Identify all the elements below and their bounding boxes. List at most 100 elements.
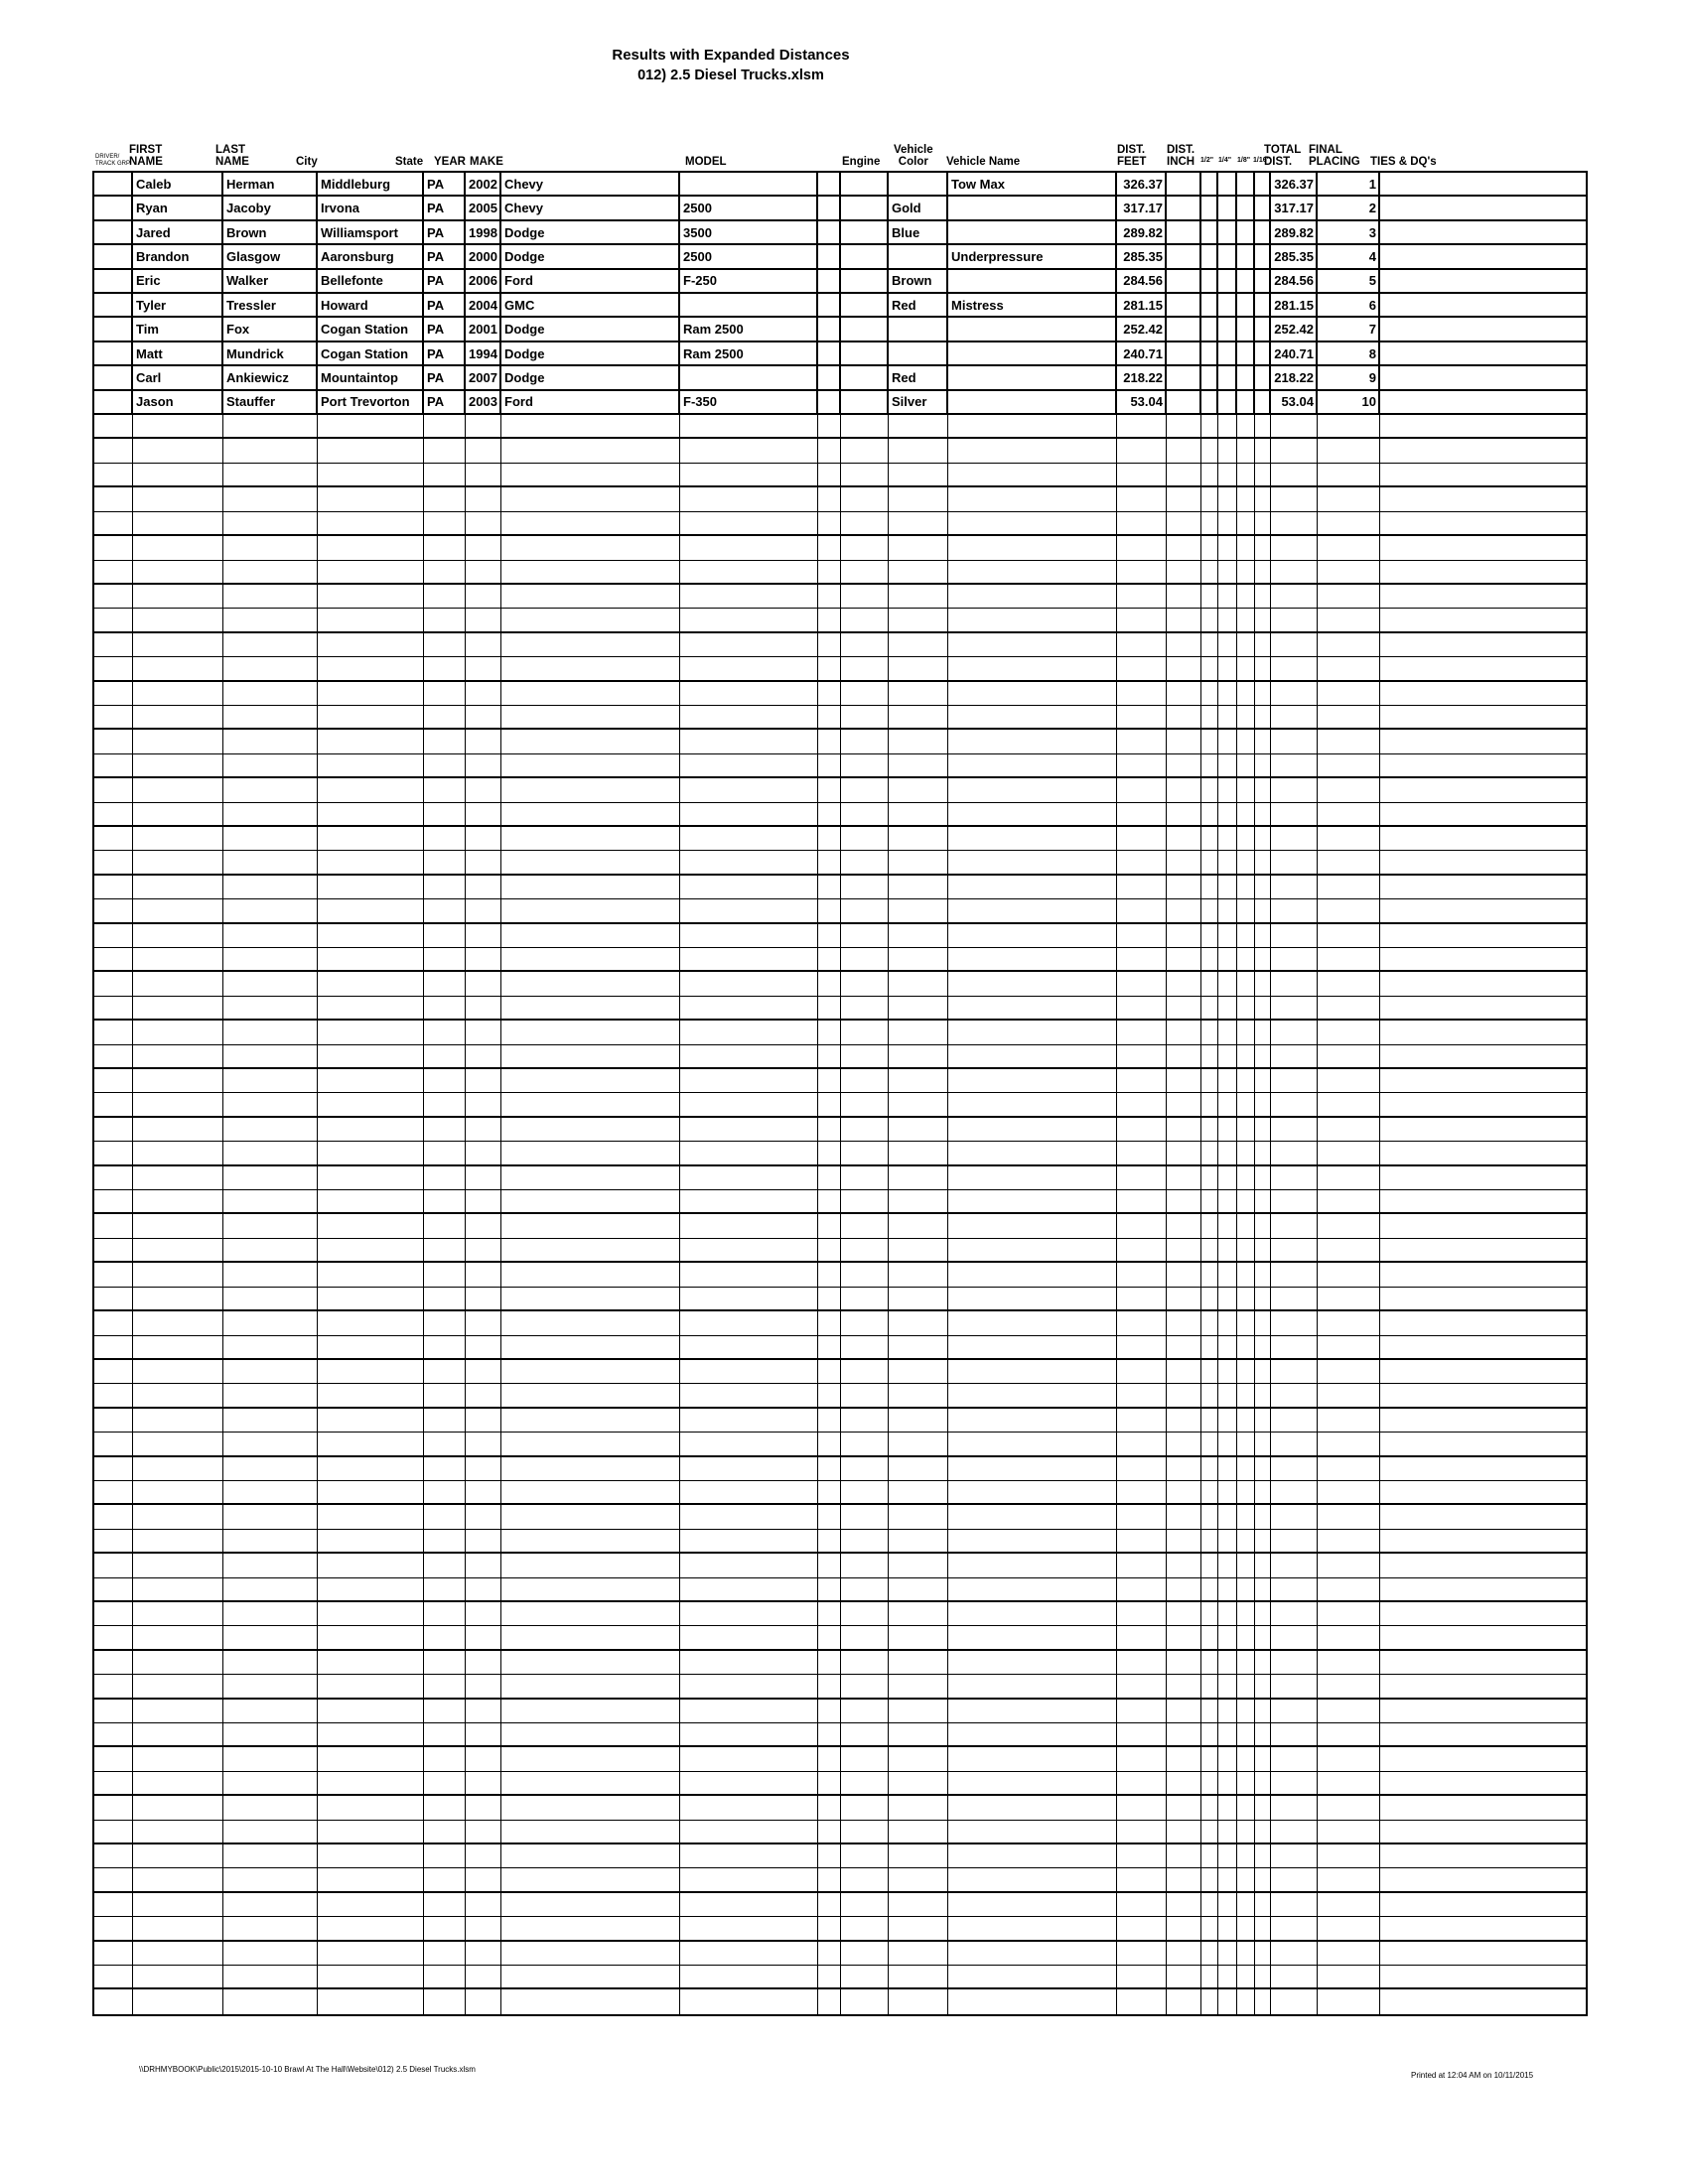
cell-first bbox=[133, 1747, 223, 1771]
cell-year bbox=[466, 584, 501, 609]
cell-vehicle_name bbox=[948, 1335, 1117, 1358]
cell-model bbox=[680, 1335, 818, 1358]
cell-ties bbox=[1380, 221, 1586, 243]
cell-quarter bbox=[1218, 851, 1237, 874]
cell-dist_inch bbox=[1167, 1335, 1201, 1358]
cell-sixteenth bbox=[1255, 245, 1271, 268]
cell-engine bbox=[841, 1505, 889, 1529]
column-header-dist_feet: DIST. FEET bbox=[1117, 144, 1147, 168]
cell-year: 1998 bbox=[466, 220, 501, 244]
cell-engine bbox=[841, 269, 889, 293]
cell-blank bbox=[818, 875, 841, 899]
cell-sixteenth bbox=[1255, 1456, 1271, 1480]
cell-ties bbox=[1380, 1602, 1586, 1625]
cell-make bbox=[501, 1044, 680, 1068]
cell-dist_feet bbox=[1117, 1723, 1167, 1746]
cell-engine bbox=[841, 1917, 889, 1940]
cell-dist_feet bbox=[1117, 1117, 1167, 1142]
cell-quarter bbox=[1218, 487, 1237, 511]
cell-dist_inch bbox=[1167, 415, 1201, 438]
cell-first bbox=[133, 1287, 223, 1310]
cell-color bbox=[889, 1093, 948, 1116]
cell-year: 2003 bbox=[466, 390, 501, 414]
cell-state bbox=[424, 1238, 466, 1262]
cell-engine bbox=[841, 1796, 889, 1820]
cell-grp bbox=[94, 1771, 133, 1795]
cell-make: Dodge bbox=[501, 341, 680, 365]
cell-half bbox=[1201, 802, 1218, 825]
table-row: Jared Brown Williamsport PA 1998 Dodge 3500 Blu… bbox=[94, 220, 1586, 246]
cell-dist_feet bbox=[1117, 1868, 1167, 1891]
cell-sixteenth bbox=[1255, 1238, 1271, 1262]
cell-blank bbox=[818, 1554, 841, 1577]
cell-total_dist bbox=[1271, 1093, 1318, 1116]
table-row-empty bbox=[94, 1311, 1586, 1336]
cell-dist_inch bbox=[1167, 536, 1201, 560]
cell-total_dist: 240.71 bbox=[1271, 341, 1318, 365]
cell-last bbox=[223, 1650, 318, 1675]
cell-quarter bbox=[1218, 536, 1237, 560]
cell-state bbox=[424, 487, 466, 511]
cell-ties bbox=[1380, 609, 1586, 630]
cell-total_dist bbox=[1271, 632, 1318, 657]
cell-first bbox=[133, 1941, 223, 1966]
cell-dist_feet bbox=[1117, 1820, 1167, 1843]
cell-total_dist bbox=[1271, 439, 1318, 463]
table-row: Carl Ankiewicz Mountaintop PA 2007 Dodge Red 21… bbox=[94, 366, 1586, 391]
cell-dist_feet: 285.35 bbox=[1117, 245, 1167, 268]
cell-placing bbox=[1318, 1505, 1380, 1529]
cell-blank bbox=[818, 1917, 841, 1940]
cell-engine bbox=[841, 366, 889, 389]
cell-eighth bbox=[1237, 511, 1255, 535]
cell-ties bbox=[1380, 1288, 1586, 1309]
cell-sixteenth bbox=[1255, 1408, 1271, 1433]
cell-city bbox=[318, 1941, 424, 1966]
cell-eighth bbox=[1237, 753, 1255, 777]
table-row: Caleb Herman Middleburg PA 2002 Chevy Tow Max 3… bbox=[94, 173, 1586, 198]
cell-city bbox=[318, 1359, 424, 1384]
cell-city bbox=[318, 948, 424, 971]
cell-vehicle_name bbox=[948, 1384, 1117, 1407]
cell-dist_inch bbox=[1167, 1601, 1201, 1626]
cell-first: Matt bbox=[133, 341, 223, 365]
cell-color bbox=[889, 1287, 948, 1310]
cell-model bbox=[680, 851, 818, 874]
cell-quarter bbox=[1218, 753, 1237, 777]
cell-dist_inch bbox=[1167, 657, 1201, 680]
cell-model bbox=[680, 923, 818, 947]
cell-sixteenth bbox=[1255, 1820, 1271, 1843]
cell-make bbox=[501, 996, 680, 1020]
cell-engine bbox=[841, 1844, 889, 1868]
cell-year bbox=[466, 1335, 501, 1358]
cell-engine bbox=[841, 1384, 889, 1407]
cell-state: PA bbox=[424, 269, 466, 293]
cell-year bbox=[466, 439, 501, 463]
cell-engine bbox=[841, 1238, 889, 1262]
cell-color: Silver bbox=[889, 390, 948, 414]
cell-placing: 6 bbox=[1318, 294, 1380, 317]
cell-engine bbox=[841, 1989, 889, 2014]
cell-total_dist bbox=[1271, 1408, 1318, 1433]
cell-sixteenth bbox=[1255, 173, 1271, 196]
cell-half bbox=[1201, 1142, 1218, 1164]
cell-first bbox=[133, 778, 223, 802]
cell-make bbox=[501, 851, 680, 874]
cell-eighth bbox=[1237, 996, 1255, 1020]
cell-engine bbox=[841, 487, 889, 511]
cell-city bbox=[318, 1408, 424, 1433]
cell-eighth bbox=[1237, 632, 1255, 657]
cell-dist_feet bbox=[1117, 1456, 1167, 1480]
cell-engine bbox=[841, 1868, 889, 1891]
cell-city bbox=[318, 511, 424, 535]
cell-sixteenth bbox=[1255, 560, 1271, 583]
cell-last bbox=[223, 1311, 318, 1335]
cell-year bbox=[466, 730, 501, 753]
cell-model bbox=[680, 972, 818, 996]
cell-half bbox=[1201, 705, 1218, 729]
table-row-empty bbox=[94, 851, 1586, 876]
cell-sixteenth bbox=[1255, 1263, 1271, 1287]
cell-half bbox=[1201, 1699, 1218, 1722]
cell-grp bbox=[94, 1359, 133, 1384]
cell-vehicle_name bbox=[948, 875, 1117, 899]
cell-last bbox=[223, 1820, 318, 1843]
